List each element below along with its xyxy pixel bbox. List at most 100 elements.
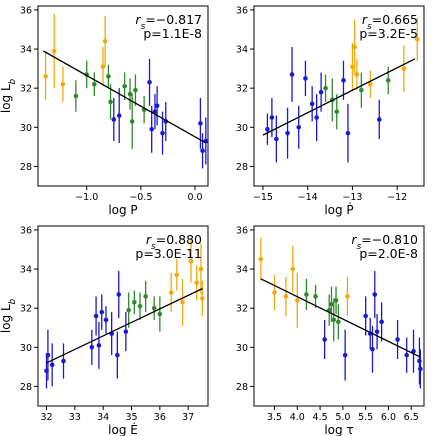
x-tick-label: 34 [97,412,109,423]
stat-p: p=2.0E-8 [359,246,418,261]
data-point [108,84,113,120]
data-point [404,337,409,373]
plot-frame [253,5,425,187]
point-marker [127,91,133,97]
point-marker [180,300,185,305]
point-marker [147,80,152,85]
point-marker [103,317,109,323]
point-marker [92,81,97,87]
point-marker [303,76,308,81]
point-marker [160,130,165,136]
stat-p: p=1.1E-8 [143,26,202,41]
data-point [198,243,204,295]
point-marker [157,311,163,317]
data-point [180,278,185,326]
fit-line [46,288,203,364]
y-tick-label: 30 [20,123,32,134]
point-marker [106,74,111,79]
point-marker [132,300,137,305]
data-point [354,58,360,91]
point-marker [174,272,180,278]
point-marker [352,44,357,50]
y-tick-label: 28 [20,162,32,173]
data-point [374,314,380,350]
data-point [331,298,337,342]
point-marker [151,305,157,311]
plot-frame [37,5,209,187]
point-marker [331,317,337,323]
point-marker [115,352,120,358]
stat-p: p=3.0E-11 [135,246,202,261]
point-marker [314,115,319,120]
x-axis-label: log τ [324,423,353,436]
data-point [106,64,111,89]
point-marker [318,89,324,95]
data-point [157,296,163,332]
point-marker [370,346,375,352]
data-point [350,43,355,91]
data-point [89,329,95,365]
data-point [395,319,400,360]
point-marker [89,345,95,350]
x-tick-label: 4.0 [290,412,305,423]
point-marker [345,294,350,299]
point-marker [411,348,416,354]
y-tick-label: 34 [236,265,248,276]
data-point [258,237,264,281]
point-marker [376,117,382,122]
data-point [379,302,384,342]
point-marker [323,85,328,91]
y-tick-label: 28 [236,162,248,173]
y-tick-label: 36 [20,225,32,236]
point-marker [129,119,135,124]
x-tick-label: −14 [298,192,318,203]
data-point [417,337,422,385]
data-point [385,66,391,95]
point-marker [116,292,122,297]
point-marker [51,48,57,54]
point-marker [418,366,423,372]
x-tick-label: 33 [69,412,81,423]
x-tick-label: −0.5 [129,192,152,203]
data-point [141,96,147,124]
stat-rs: rs=0.665 [362,12,418,32]
point-marker [198,266,204,272]
point-marker [133,87,138,93]
point-marker [111,117,117,122]
point-marker [258,256,264,262]
data-point [326,294,332,326]
data-point [318,72,324,112]
data-point [283,276,289,316]
data-point [116,271,122,318]
data-point [154,86,160,126]
data-point [127,78,133,110]
point-marker [149,126,154,132]
point-marker [322,337,327,342]
x-tick-label: 32 [40,412,52,423]
data-point [43,52,48,100]
point-marker [296,125,302,130]
y-tick-label: 36 [20,5,32,16]
point-marker [289,72,295,77]
point-marker [100,64,106,69]
y-tick-label: 30 [236,343,248,354]
data-point [200,133,205,169]
x-tick-label: 37 [182,412,194,423]
data-point [334,94,340,130]
point-marker [61,358,66,364]
data-point [294,272,300,328]
y-tick-label: 34 [20,265,32,276]
y-axis-label: log Lb [0,298,18,333]
data-point [303,60,308,96]
point-marker [274,136,279,142]
data-point [45,329,51,381]
point-marker [341,78,346,83]
data-point [313,284,318,309]
point-marker [379,319,384,325]
y-axis-label: log Lb [0,78,18,113]
x-tick-label: 6.5 [404,412,419,423]
data-point [96,321,102,369]
plot-frame [253,225,425,407]
panel-3: 32 33 34 35 36 37 28 30 32 34 36 log Ė log Lb rs=0.88… [0,225,209,436]
